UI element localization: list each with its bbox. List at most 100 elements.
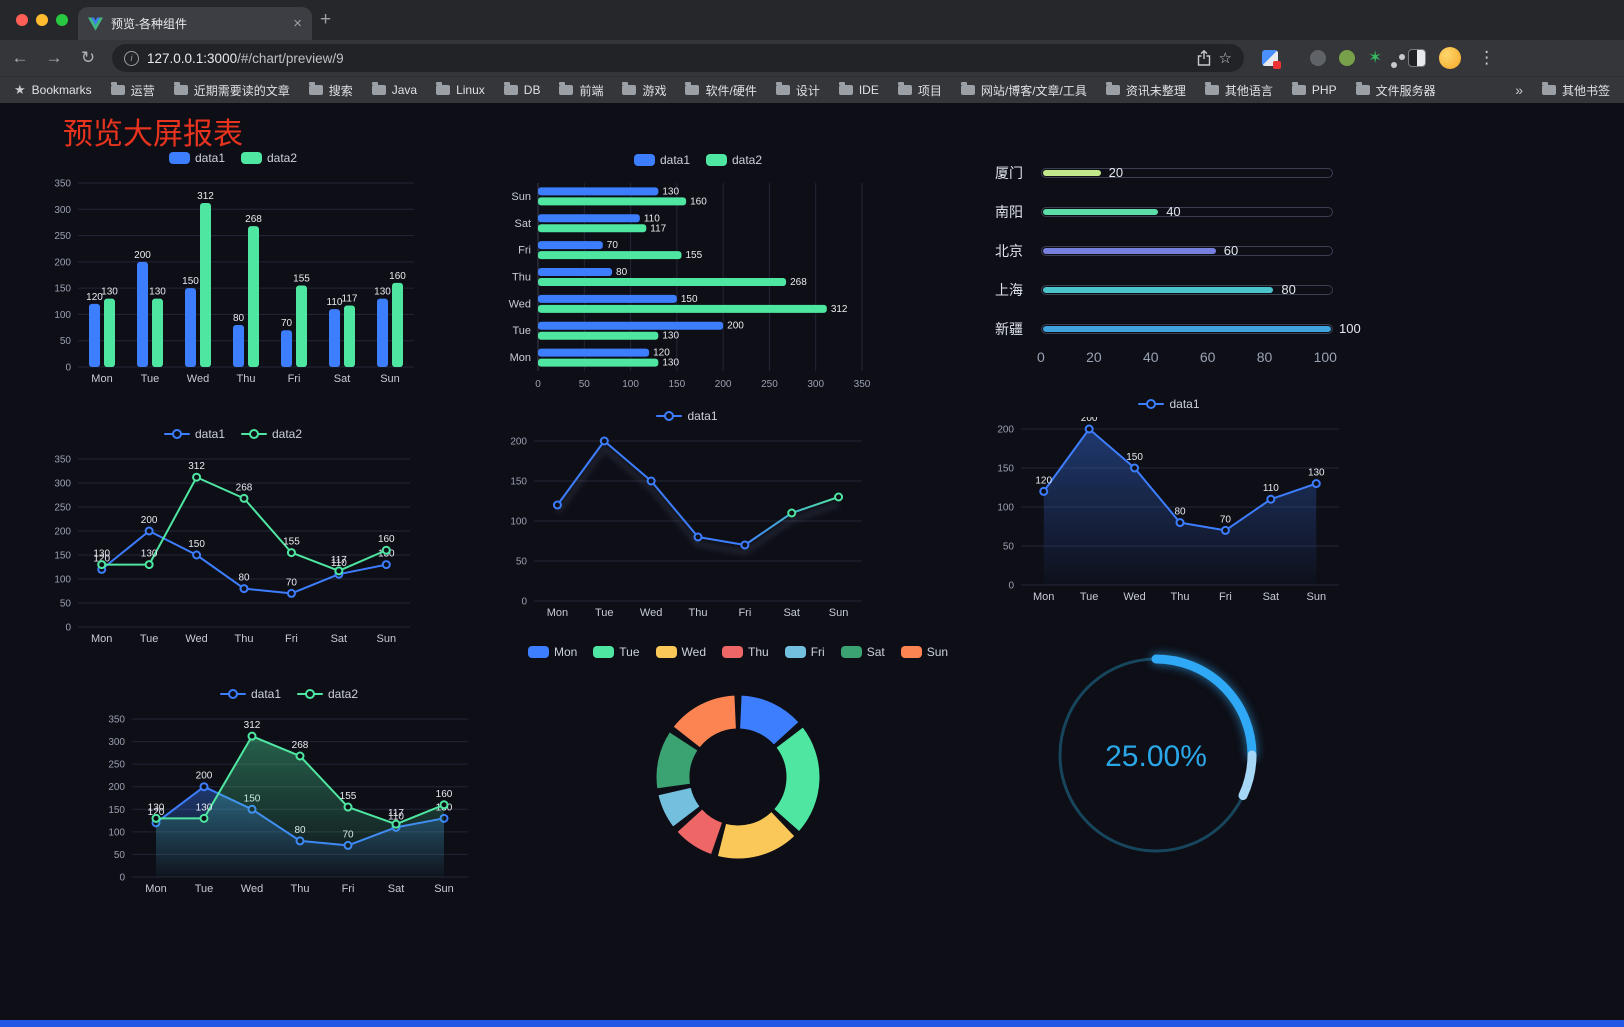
- browser-menu-icon[interactable]: ⋮: [1478, 48, 1496, 67]
- legend-item[interactable]: Sat: [840, 645, 885, 659]
- progress-chart[interactable]: 厦门 20 南阳 40 北京 60 上海 80 新疆 100 0 20 40 60 80 100: [995, 157, 1361, 409]
- bookmark-folder[interactable]: Java: [371, 82, 417, 97]
- bookmark-folder[interactable]: 前端: [559, 82, 603, 99]
- bar-chart[interactable]: data1 data2 0 50 100 150 200 250 300 350 Mon Tue Wed…: [42, 147, 424, 389]
- tab-close-icon[interactable]: ×: [293, 15, 302, 32]
- svg-text:70: 70: [607, 240, 619, 251]
- extension-gray-icon[interactable]: [1310, 50, 1326, 66]
- svg-text:312: 312: [244, 720, 261, 731]
- bottom-accent-bar: [0, 1020, 1624, 1027]
- bookmark-star-icon[interactable]: ☆: [1218, 50, 1232, 67]
- bookmark-folder[interactable]: IDE: [838, 82, 879, 97]
- svg-text:300: 300: [54, 479, 71, 490]
- bookmark-folder[interactable]: 设计: [775, 82, 820, 99]
- legend-item[interactable]: data1: [163, 427, 225, 441]
- new-tab-button[interactable]: +: [320, 9, 332, 30]
- legend-item[interactable]: data2: [297, 687, 358, 701]
- back-icon[interactable]: ←: [11, 48, 29, 67]
- bookmarks-overflow-chevron[interactable]: »: [1515, 82, 1523, 98]
- svg-text:70: 70: [281, 318, 293, 329]
- bookmark-folder[interactable]: 网站/博客/文章/工具: [960, 82, 1087, 99]
- extension-clipper-icon[interactable]: ✶: [1368, 48, 1383, 67]
- share-icon[interactable]: [1197, 50, 1211, 66]
- legend-item[interactable]: data1: [1138, 397, 1200, 411]
- svg-text:350: 350: [54, 179, 71, 190]
- svg-text:Thu: Thu: [235, 633, 254, 645]
- line-chart-single[interactable]: data1 0 50 100 150 200 Mon Tue Wed Thu Fri Sat Sun: [498, 405, 876, 623]
- reload-icon[interactable]: ↻: [80, 48, 96, 67]
- legend-item[interactable]: Thu: [722, 645, 769, 659]
- hbar-chart[interactable]: data1 data2 0 50 100 150 200 250 300 350 Sun Sat Fri…: [500, 149, 896, 393]
- other-bookmarks[interactable]: 其他书签: [1541, 82, 1610, 99]
- svg-text:100: 100: [54, 575, 71, 586]
- legend-item[interactable]: Wed: [655, 645, 706, 659]
- legend-item[interactable]: data1: [633, 153, 690, 167]
- browser-tab[interactable]: 预览-各种组件 ×: [78, 7, 312, 40]
- svg-text:Tue: Tue: [512, 325, 531, 337]
- gauge-chart[interactable]: 25.00%: [1046, 645, 1266, 869]
- extension-green-icon[interactable]: [1339, 50, 1355, 66]
- extension-translate-icon[interactable]: [1262, 50, 1281, 69]
- bookmark-folder[interactable]: 项目: [897, 82, 942, 99]
- bookmark-folder[interactable]: 游戏: [622, 82, 666, 99]
- donut-chart[interactable]: Mon Tue Wed Thu Fri Sat Sun: [527, 641, 948, 951]
- svg-text:200: 200: [997, 425, 1014, 436]
- forward-icon[interactable]: →: [45, 48, 63, 67]
- legend-item[interactable]: Sun: [900, 645, 948, 659]
- legend-item[interactable]: Tue: [593, 645, 640, 659]
- progress-row: 新疆 100: [995, 321, 1361, 337]
- close-window-button[interactable]: [16, 14, 28, 26]
- svg-text:200: 200: [196, 771, 213, 782]
- url-path: /#/chart/preview/9: [237, 50, 344, 66]
- svg-text:Mon: Mon: [145, 883, 166, 895]
- legend-item[interactable]: data2: [706, 153, 762, 167]
- area-chart-dual[interactable]: data1 data2 0 50 100 150 200 250 300 350 Mon Tue Wed…: [96, 683, 482, 899]
- bookmark-folder[interactable]: 近期需要读的文章: [173, 82, 290, 99]
- legend-item[interactable]: data1: [168, 151, 225, 165]
- svg-text:Fri: Fri: [738, 607, 751, 619]
- progress-row: 北京 60: [995, 243, 1357, 259]
- bookmark-folder[interactable]: 搜索: [308, 82, 353, 99]
- legend-item[interactable]: Mon: [527, 645, 577, 659]
- dark-mode-toggle-icon[interactable]: [1408, 49, 1427, 67]
- legend-item[interactable]: data1: [656, 409, 718, 423]
- bookmark-folder[interactable]: Linux: [436, 82, 485, 97]
- site-info-icon[interactable]: i: [124, 50, 139, 66]
- bookmark-folder[interactable]: 软件/硬件: [685, 82, 757, 99]
- legend-item[interactable]: data2: [241, 151, 297, 165]
- bookmark-folder[interactable]: DB: [503, 82, 540, 97]
- legend-item[interactable]: data1: [219, 687, 281, 701]
- svg-text:50: 50: [60, 599, 72, 610]
- maximize-window-button[interactable]: [56, 14, 68, 26]
- svg-text:0: 0: [1008, 581, 1014, 592]
- profile-avatar[interactable]: [1439, 47, 1462, 69]
- area-chart-single[interactable]: data1 0 50 100 150 200 Mon Tue Wed Thu Fri Sat Sun 12…: [985, 393, 1353, 607]
- svg-text:Tue: Tue: [195, 883, 214, 895]
- bookmark-folder[interactable]: 资讯未整理: [1105, 82, 1186, 99]
- svg-text:Sun: Sun: [1306, 591, 1326, 603]
- folder-icon: [622, 82, 637, 95]
- minimize-window-button[interactable]: [36, 14, 48, 26]
- svg-text:155: 155: [283, 537, 300, 548]
- svg-text:160: 160: [378, 534, 395, 545]
- svg-text:200: 200: [54, 527, 71, 538]
- bookmark-folder[interactable]: 运营: [110, 82, 155, 99]
- svg-text:250: 250: [54, 231, 71, 242]
- svg-text:80: 80: [1174, 507, 1186, 518]
- extension-devtools-icon[interactable]: [1291, 49, 1297, 67]
- chart-canvas: 0 50 100 150 200 250 300 350 Sun Sat Fri Thu Wed Tue M…: [509, 183, 871, 390]
- svg-text:Mon: Mon: [1033, 591, 1054, 603]
- bookmarks-item[interactable]: ★ Bookmarks: [14, 82, 92, 97]
- tab-title: 预览-各种组件: [111, 17, 187, 31]
- bookmark-folder[interactable]: PHP: [1291, 82, 1337, 97]
- svg-text:250: 250: [54, 503, 71, 514]
- legend-item[interactable]: data2: [241, 427, 302, 441]
- bookmark-folder[interactable]: 文件服务器: [1355, 82, 1436, 99]
- bookmark-folder[interactable]: 其他语言: [1204, 82, 1273, 99]
- address-bar[interactable]: i 127.0.0.1:3000/#/chart/preview/9 ☆: [112, 44, 1244, 72]
- progress-row: 上海 80: [995, 282, 1357, 298]
- svg-text:130: 130: [149, 287, 166, 298]
- legend-item[interactable]: Fri: [784, 645, 825, 659]
- line-chart-dual[interactable]: data1 data2 0 50 100 150 200 250 300 350 Mon Tue Wed…: [42, 423, 424, 649]
- svg-text:150: 150: [510, 477, 527, 488]
